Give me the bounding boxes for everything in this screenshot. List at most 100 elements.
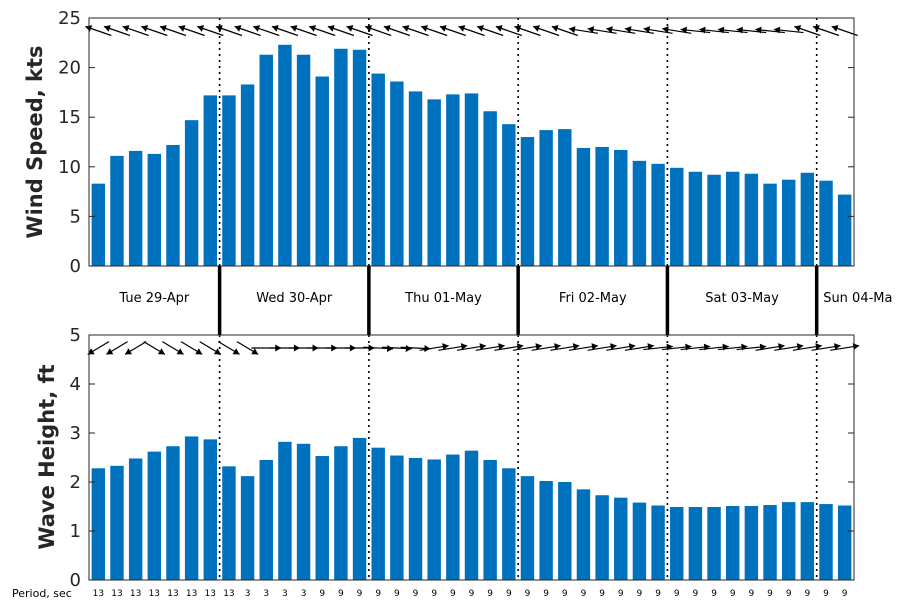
- period-label: 9: [599, 589, 605, 599]
- wind-direction-arrow: [532, 25, 560, 37]
- wave-arrow-head: [610, 343, 617, 351]
- wind-arrow-head: [346, 25, 354, 32]
- period-label: 9: [655, 589, 661, 599]
- day-label: Tue 29-Apr: [118, 291, 189, 306]
- wave-bar: [259, 459, 273, 580]
- wave-bar: [296, 443, 311, 580]
- wave-y-tick-label: 5: [70, 325, 81, 346]
- wind-direction-arrow: [271, 25, 299, 37]
- wind-bar: [91, 183, 106, 266]
- period-label: 9: [674, 589, 680, 599]
- wind-bar: [352, 49, 367, 266]
- wind-direction-arrow: [680, 26, 711, 34]
- wind-arrow-head: [495, 25, 503, 32]
- wind-y-tick-label: 5: [70, 206, 81, 227]
- wind-bar: [184, 120, 199, 267]
- period-label: 9: [525, 589, 531, 599]
- wind-bar: [670, 167, 684, 266]
- wave-bar: [483, 459, 497, 580]
- period-label: 9: [431, 589, 437, 599]
- wind-arrow-head: [643, 26, 651, 34]
- wave-bar: [427, 459, 441, 580]
- wave-direction-arrow: [755, 343, 785, 351]
- wind-direction-arrow: [309, 25, 336, 37]
- wind-direction-arrow: [402, 25, 429, 37]
- wind-y-tick-label: 10: [58, 157, 81, 178]
- wind-bar: [203, 95, 217, 266]
- wind-arrow-head: [551, 25, 559, 32]
- wave-arrow-head: [176, 348, 184, 355]
- wave-bars: [91, 436, 852, 580]
- wind-arrow-head: [309, 25, 317, 32]
- wave-arrow-head: [424, 344, 431, 352]
- period-label: 13: [205, 589, 216, 599]
- period-label: 3: [301, 589, 307, 599]
- wave-arrow-head: [796, 343, 804, 351]
- wave-bar: [726, 506, 740, 580]
- wind-bar: [744, 173, 759, 266]
- wind-direction-arrow: [458, 25, 485, 37]
- wind-arrow-head: [533, 25, 540, 32]
- wave-arrow-head: [195, 348, 203, 355]
- wind-direction-arrow: [624, 26, 655, 34]
- period-label: 9: [842, 589, 848, 599]
- wave-arrow-head: [251, 348, 259, 355]
- wind-bar: [483, 111, 497, 266]
- wave-y-tick-label: 0: [70, 570, 81, 591]
- wave-arrow-head: [628, 343, 636, 351]
- wind-y-tick-label: 20: [58, 58, 81, 79]
- wind-arrow-head: [215, 25, 223, 32]
- wind-direction-arrow: [736, 26, 767, 34]
- period-labels: 13 13 13 13 13 13 13 13 3 3 3 3 9 9 9 9 9 9 9 9 9 9 9 9 9 9 9 9 9 9 9 9…: [93, 589, 848, 599]
- wind-bar: [259, 54, 273, 267]
- wind-bar: [837, 194, 852, 266]
- wind-direction-arrow: [234, 25, 261, 37]
- wave-bar: [203, 439, 217, 580]
- wave-direction-arrows: [87, 341, 860, 355]
- period-label: 9: [767, 589, 773, 599]
- wind-direction-arrow: [253, 25, 280, 37]
- wave-direction-arrow: [419, 343, 449, 351]
- wind-arrow-head: [568, 26, 576, 34]
- wind-bar: [222, 95, 236, 266]
- period-label: 9: [693, 589, 699, 599]
- wave-bar: [184, 436, 199, 580]
- wave-direction-arrow: [400, 344, 431, 352]
- wave-bar: [502, 468, 516, 580]
- period-label: 9: [804, 589, 810, 599]
- wave-y-tick-label: 3: [70, 423, 81, 444]
- wave-bar: [240, 476, 255, 580]
- wind-arrow-head: [159, 25, 167, 32]
- wind-bar: [520, 137, 535, 266]
- wind-arrow-head: [794, 25, 802, 32]
- period-label: 3: [282, 589, 288, 599]
- wave-y-axis: 0 1 2 3 4 5: [70, 325, 854, 591]
- wave-bar: [352, 437, 367, 580]
- wave-bar: [558, 482, 572, 580]
- period-label: 9: [506, 589, 512, 599]
- wind-direction-arrow: [551, 25, 578, 37]
- wave-bar: [763, 505, 777, 580]
- wind-arrow-head: [327, 25, 335, 32]
- wind-arrow-head: [402, 25, 410, 32]
- wind-bar: [408, 91, 423, 267]
- wave-direction-arrow: [218, 341, 240, 355]
- wave-direction-arrow: [180, 341, 203, 355]
- period-label: 13: [223, 589, 234, 599]
- wave-arrow-head: [232, 348, 240, 355]
- wave-bar: [520, 476, 535, 580]
- wind-direction-arrow: [587, 26, 617, 34]
- wave-bar: [614, 497, 628, 580]
- wave-arrow-head: [460, 343, 468, 351]
- wind-arrow-head: [680, 26, 687, 34]
- wave-y-tick-label: 4: [70, 374, 81, 395]
- wave-bar: [744, 506, 759, 580]
- wind-direction-arrow: [699, 26, 729, 34]
- wind-bar: [446, 94, 460, 266]
- wave-bar: [707, 506, 721, 580]
- wind-direction-arrow: [215, 25, 243, 37]
- period-label: 3: [245, 589, 251, 599]
- wave-bar: [91, 468, 106, 580]
- period-label: 9: [357, 589, 363, 599]
